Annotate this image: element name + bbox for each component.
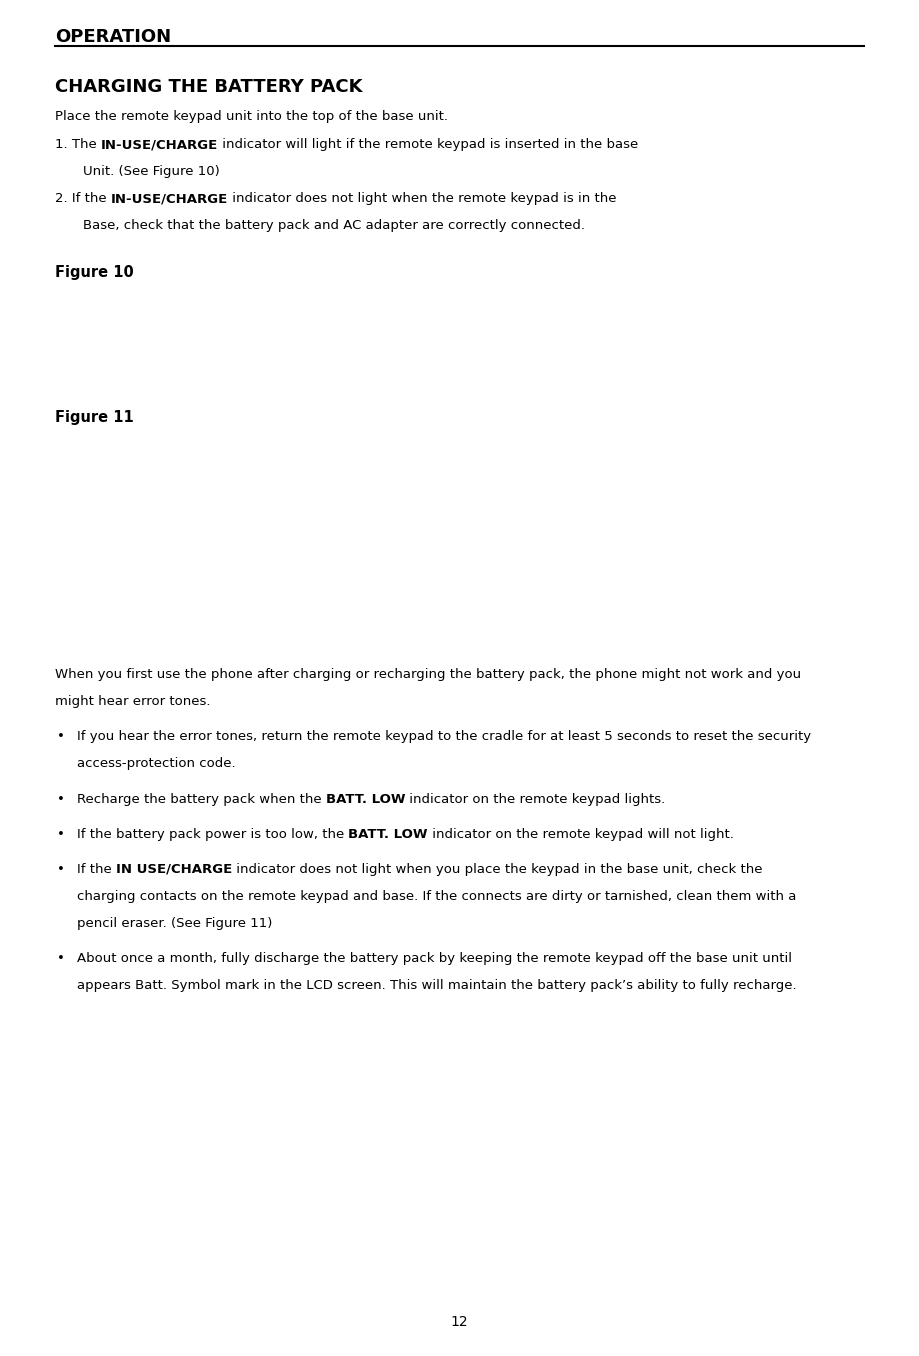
Text: CHARGING THE BATTERY PACK: CHARGING THE BATTERY PACK xyxy=(55,79,362,96)
Text: indicator does not light when you place the keypad in the base unit, check the: indicator does not light when you place … xyxy=(233,862,763,876)
Text: 2. If the: 2. If the xyxy=(55,193,111,205)
Text: When you first use the phone after charging or recharging the battery pack, the : When you first use the phone after charg… xyxy=(55,669,801,681)
Text: •: • xyxy=(57,952,65,965)
Text: charging contacts on the remote keypad and base. If the connects are dirty or ta: charging contacts on the remote keypad a… xyxy=(77,890,797,903)
Text: •: • xyxy=(57,730,65,743)
Text: IN-USE/CHARGE: IN-USE/CHARGE xyxy=(101,138,218,151)
Text: Figure 10: Figure 10 xyxy=(55,264,134,279)
Text: appears Batt. Symbol mark in the LCD screen. This will maintain the battery pack: appears Batt. Symbol mark in the LCD scr… xyxy=(77,979,797,993)
Text: •: • xyxy=(57,793,65,805)
Text: pencil eraser. (See Figure 11): pencil eraser. (See Figure 11) xyxy=(77,917,272,930)
Text: Base, check that the battery pack and AC adapter are correctly connected.: Base, check that the battery pack and AC… xyxy=(83,220,585,232)
Text: About once a month, fully discharge the battery pack by keeping the remote keypa: About once a month, fully discharge the … xyxy=(77,952,792,965)
Text: indicator does not light when the remote keypad is in the: indicator does not light when the remote… xyxy=(228,193,617,205)
Text: BATT. LOW: BATT. LOW xyxy=(326,793,405,805)
Text: •: • xyxy=(57,862,65,876)
Text: indicator will light if the remote keypad is inserted in the base: indicator will light if the remote keypa… xyxy=(218,138,639,151)
Text: OPERATION: OPERATION xyxy=(55,28,171,46)
Text: Place the remote keypad unit into the top of the base unit.: Place the remote keypad unit into the to… xyxy=(55,110,448,123)
Text: •: • xyxy=(57,829,65,841)
Text: IN USE/CHARGE: IN USE/CHARGE xyxy=(116,862,233,876)
Text: access-protection code.: access-protection code. xyxy=(77,757,235,770)
Text: might hear error tones.: might hear error tones. xyxy=(55,696,210,708)
Text: Recharge the battery pack when the: Recharge the battery pack when the xyxy=(77,793,326,805)
Text: 1. The: 1. The xyxy=(55,138,101,151)
Text: If the: If the xyxy=(77,862,116,876)
Text: Figure 11: Figure 11 xyxy=(55,410,134,424)
Text: 12: 12 xyxy=(450,1315,469,1329)
Text: If you hear the error tones, return the remote keypad to the cradle for at least: If you hear the error tones, return the … xyxy=(77,730,811,743)
Text: Unit. (See Figure 10): Unit. (See Figure 10) xyxy=(83,165,220,178)
Text: BATT. LOW: BATT. LOW xyxy=(348,829,428,841)
Text: If the battery pack power is too low, the: If the battery pack power is too low, th… xyxy=(77,829,348,841)
Text: indicator on the remote keypad lights.: indicator on the remote keypad lights. xyxy=(405,793,665,805)
Text: indicator on the remote keypad will not light.: indicator on the remote keypad will not … xyxy=(428,829,734,841)
Text: IN-USE/CHARGE: IN-USE/CHARGE xyxy=(111,193,228,205)
